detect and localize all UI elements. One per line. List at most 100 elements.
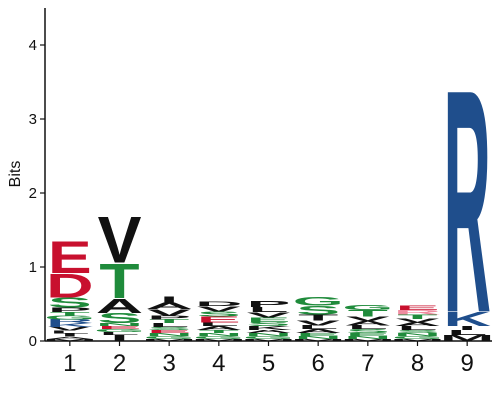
logo-letter: M [142,338,197,341]
logo-letter: A [145,301,192,311]
logo-letter: T [149,319,189,325]
logo-letter: E [296,332,340,337]
logo-letters: MAILVKRGTPSDEILGENSATVMGNESLTPVAIMGNTALE… [42,23,494,379]
x-tick-label: 8 [411,350,424,377]
logo-letter: K [46,322,94,328]
logo-letter: K [245,325,293,331]
logo-letter: L [99,331,139,336]
logo-letter: A [245,329,292,334]
logo-letter: L [397,325,437,331]
x-tick-label: 5 [262,350,275,377]
x-tick-label: 1 [63,350,76,377]
logo-letter: A [96,295,143,318]
logo-letter: T [199,329,239,334]
x-tick-label: 9 [460,350,473,377]
logo-letter: I [160,295,178,304]
logo-letter: V [197,305,241,313]
logo-letter: E [147,329,191,334]
logo-letter: G [44,315,95,321]
logo-letter: V [48,326,92,332]
x-tick-label: 3 [162,350,175,377]
logo-letter: R [443,23,490,379]
y-tick-label: 4 [29,37,37,54]
logo-letter: M [191,338,246,341]
logo-letter: E [197,315,241,324]
x-ticks: 1 2 3 4 5 6 7 8 9 [63,341,474,377]
logo-letter: R [46,319,93,325]
logo-letter: I [61,333,79,338]
logo-letter: N [245,332,292,337]
logo-letter: D [46,267,93,305]
y-tick-label: 1 [29,259,37,276]
logo-letter: E [98,325,142,330]
logo-letter: G [94,328,145,333]
logo-letter: L [50,330,90,335]
logo-letter: G [293,295,344,309]
logo-letter: E [247,316,291,323]
x-tick-label: 7 [361,350,374,377]
logo-letter: G [243,335,294,340]
logo-letter: S [396,329,440,334]
logo-letter: V [98,203,142,277]
logo-letter: G [144,335,195,340]
logo-letter: G [193,335,244,340]
logo-letter: L [298,325,338,331]
logo-letter: R [394,309,441,316]
logo-letter: S [48,295,92,311]
logo-letter: M [241,338,296,341]
logo-letter: G [392,335,443,340]
logo-letter: T [298,313,339,322]
logo-letter: E [48,232,92,283]
logo-letter: D [195,301,242,308]
y-ticks: 0 1 2 3 4 [29,37,45,350]
logo-letter: V [396,318,440,324]
logo-letter: S [147,326,191,331]
logo-letter: P [48,307,92,314]
logo-letter: L [248,306,288,314]
logo-letter: L [348,325,388,331]
y-tick-label: 3 [29,111,37,128]
logo-letter: M [390,338,445,341]
logo-letter: N [145,332,192,337]
logo-letter: T [50,311,90,317]
logo-letter: M [42,338,97,341]
x-tick-label: 2 [113,350,126,377]
logo-letter: M [340,338,395,341]
logo-letter: T [99,254,139,309]
logo-letter: P [147,315,191,321]
logo-letter: P [247,300,291,309]
logo-letter: S [247,321,291,328]
logo-letter: E [396,304,440,311]
logo-letter: L [199,322,239,328]
logo-letter: T [348,308,389,318]
x-tick-label: 4 [212,350,225,377]
y-axis-label: Bits [7,161,24,188]
y-tick-label: 2 [29,185,37,202]
logo-letter: G [342,303,393,311]
logo-letter: S [346,328,390,334]
logo-letter: L [447,329,487,337]
logo-letter: A [195,325,242,331]
logo-letter: S [296,303,340,317]
logo-letter: N [344,335,391,340]
x-tick-label: 6 [311,350,324,377]
logo-letter: V [147,308,191,318]
logo-letter: A [344,320,391,327]
logo-letter: N [294,335,341,340]
logo-letter: E [346,332,390,337]
logo-letter: V [247,311,291,319]
logo-letter: L [149,322,189,328]
logo-letter: I [110,334,128,343]
logo-letter: A [294,328,341,334]
logo-letter: N [394,332,441,337]
logo-letter: N [96,322,143,327]
logo-letter: I [458,325,476,331]
logo-letter: A [394,322,441,328]
logo-letter: T [397,313,437,320]
y-tick-label: 0 [29,333,37,350]
logo-letter: S [98,311,142,327]
logo-letter: K [443,308,490,331]
logo-letter: S [197,310,241,318]
